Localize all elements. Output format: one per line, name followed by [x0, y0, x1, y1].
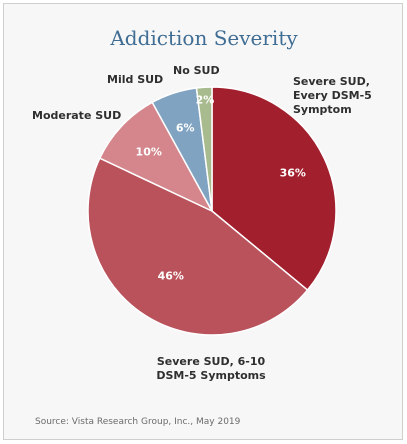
category-label-moderate: Moderate SUD	[32, 109, 122, 122]
pie-slice-severe-6-10	[87, 157, 309, 336]
category-label-no-sud: No SUD	[173, 64, 220, 77]
chart-title: Addiction Severity	[110, 26, 298, 50]
chart-card: Addiction Severity Severe SUD, Every DSM…	[3, 3, 403, 440]
value-label-severe-every: 36%	[279, 166, 306, 180]
value-label-mild: 6%	[175, 121, 195, 135]
category-label-mild: Mild SUD	[107, 73, 164, 86]
value-label-severe-6-10: 46%	[157, 269, 184, 283]
pie-slice-no-sud	[195, 86, 213, 212]
category-label-severe-every: Severe SUD, Every DSM-5 Symptom	[293, 75, 372, 116]
source-note: Source: Vista Research Group, Inc., May …	[35, 417, 241, 427]
pie-chart	[87, 86, 337, 336]
category-label-severe-6-10: Severe SUD, 6-10 DSM-5 Symptoms	[156, 355, 266, 382]
value-label-moderate: 10%	[135, 145, 162, 159]
pie-slice-severe-every	[211, 86, 337, 292]
value-label-no-sud: 2%	[195, 93, 215, 107]
pie-slice-moderate	[98, 101, 214, 213]
